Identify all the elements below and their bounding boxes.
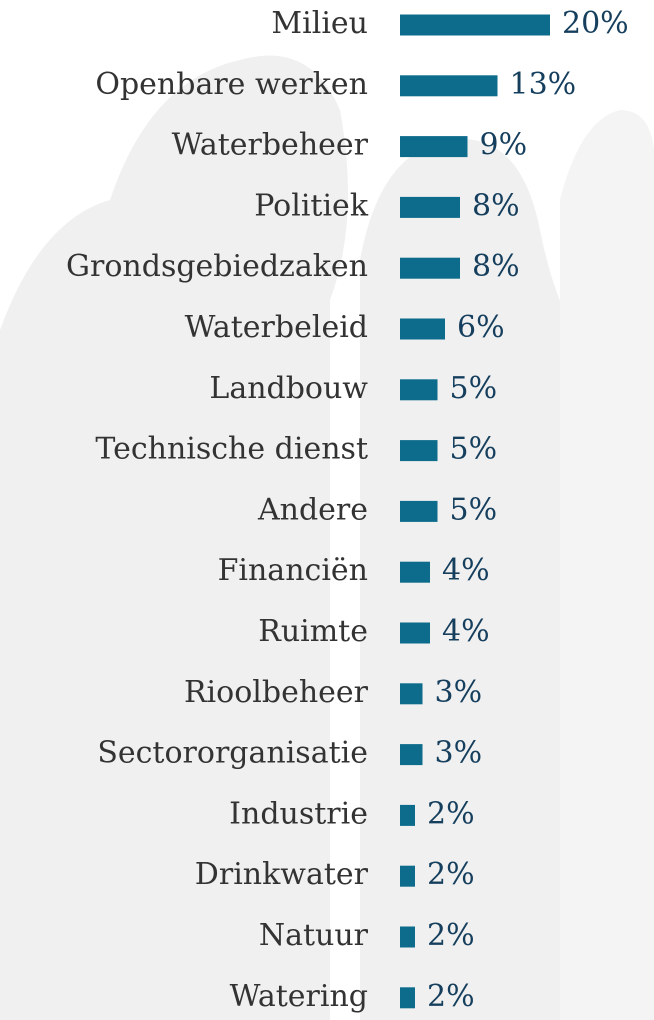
bar: [400, 379, 438, 401]
value-label: 8%: [472, 249, 520, 284]
value-label: 2%: [427, 918, 475, 953]
category-label: Natuur: [259, 918, 369, 953]
category-label: Rioolbeheer: [184, 675, 369, 710]
category-label: Landbouw: [209, 371, 368, 406]
category-label: Andere: [257, 492, 368, 527]
value-label: 13%: [510, 67, 577, 102]
category-label: Ruimte: [258, 614, 368, 649]
bar: [400, 75, 498, 97]
value-label: 20%: [562, 6, 629, 41]
bar: [400, 561, 430, 583]
value-label: 5%: [450, 432, 498, 467]
bar: [400, 136, 468, 158]
bar: [400, 804, 415, 826]
category-label: Drinkwater: [195, 857, 369, 892]
bar: [400, 926, 415, 948]
value-label: 2%: [427, 979, 475, 1014]
category-label: Watering: [230, 979, 368, 1014]
category-label: Waterbeleid: [185, 310, 368, 345]
category-label: Waterbeheer: [172, 128, 369, 163]
category-label: Milieu: [271, 6, 368, 41]
category-label: Openbare werken: [95, 67, 368, 102]
value-label: 4%: [442, 553, 490, 588]
bar: [400, 318, 445, 340]
bar: [400, 196, 460, 218]
bar: [400, 683, 423, 705]
bar: [400, 14, 550, 36]
value-label: 2%: [427, 857, 475, 892]
value-label: 3%: [435, 675, 483, 710]
background-silhouette: [0, 55, 654, 1020]
bar: [400, 622, 430, 644]
bar: [400, 440, 438, 462]
value-label: 9%: [480, 128, 528, 163]
bar: [400, 500, 438, 522]
category-label: Technische dienst: [95, 432, 368, 467]
category-label: Financiën: [218, 553, 368, 588]
value-label: 5%: [450, 371, 498, 406]
value-label: 2%: [427, 796, 475, 831]
value-label: 3%: [435, 736, 483, 771]
category-label: Politiek: [254, 188, 369, 223]
value-label: 6%: [457, 310, 505, 345]
bar: [400, 744, 423, 766]
bar: [400, 257, 460, 279]
bar: [400, 987, 415, 1009]
category-label: Sectororganisatie: [97, 736, 368, 771]
value-label: 4%: [442, 614, 490, 649]
category-label: Industrie: [229, 796, 368, 831]
category-label: Grondsgebiedzaken: [66, 249, 368, 284]
value-label: 8%: [472, 188, 520, 223]
bar: [400, 865, 415, 887]
value-label: 5%: [450, 492, 498, 527]
